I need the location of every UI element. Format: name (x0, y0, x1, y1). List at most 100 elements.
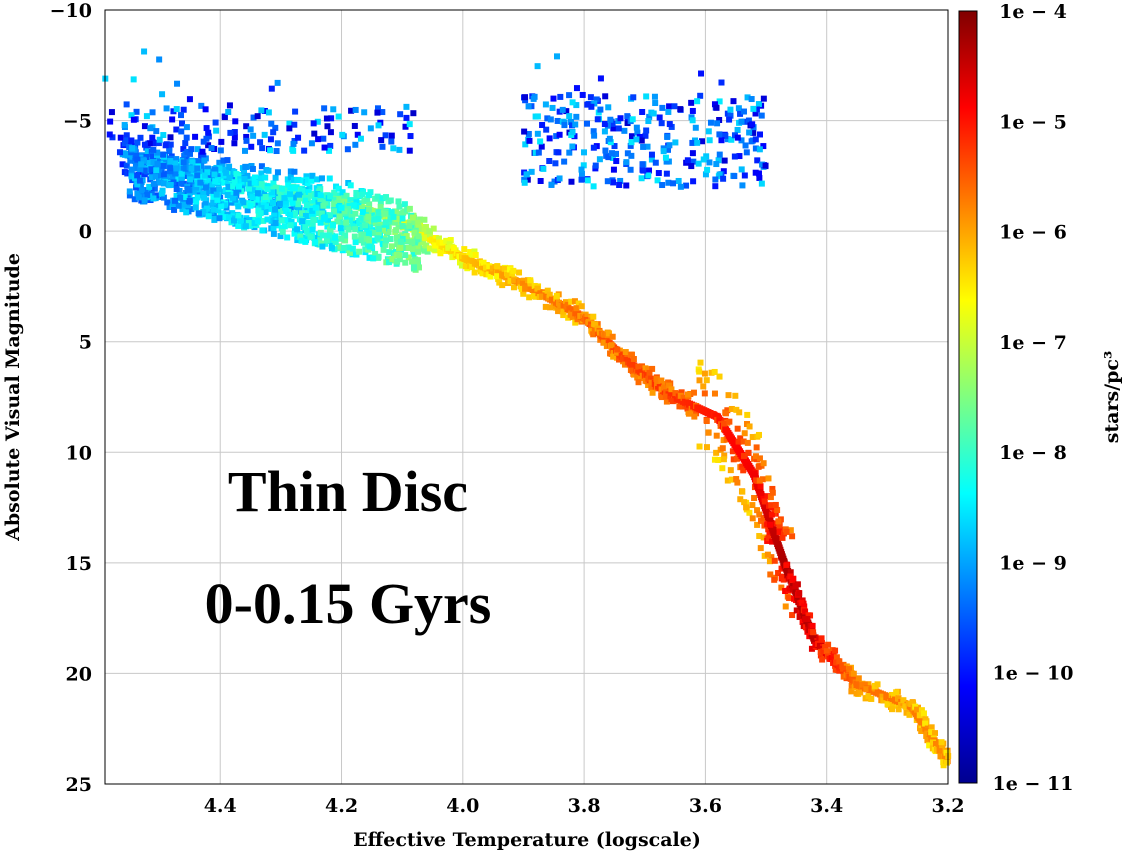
density-cell (578, 303, 585, 310)
density-cell (281, 223, 288, 230)
density-cell (151, 185, 158, 192)
density-cell (338, 220, 345, 227)
density-cell (605, 330, 612, 337)
density-cell (345, 244, 352, 251)
density-cell (375, 254, 382, 261)
density-cell (659, 182, 666, 189)
density-cell (566, 113, 573, 120)
density-cell (210, 199, 217, 206)
density-cell (610, 125, 617, 132)
density-cell (385, 229, 392, 236)
density-cell (212, 119, 219, 126)
density-cell (660, 148, 667, 155)
annotation-population: Thin Disc (228, 459, 468, 524)
density-cell (268, 120, 275, 127)
density-cell (737, 496, 744, 503)
density-cell (605, 154, 612, 161)
density-cell (342, 232, 349, 239)
density-cell (874, 681, 881, 688)
density-cell (776, 529, 783, 536)
density-cell (290, 140, 297, 147)
density-cell (231, 134, 238, 141)
density-cell (379, 195, 386, 202)
density-cell (689, 139, 696, 146)
density-cell (408, 242, 415, 249)
density-cell (406, 121, 413, 128)
density-cell (202, 106, 209, 113)
density-cell (141, 123, 148, 130)
density-cell (760, 460, 767, 467)
density-cell (918, 707, 925, 714)
density-cell (235, 203, 242, 210)
density-cell (403, 114, 410, 121)
density-cell (397, 244, 404, 251)
density-cell (726, 418, 733, 425)
density-cell (270, 230, 277, 237)
density-cell (833, 659, 840, 666)
density-cell (169, 173, 176, 180)
density-cell (649, 365, 656, 372)
density-cell (243, 137, 250, 144)
density-cell (286, 120, 293, 127)
density-cell (457, 259, 464, 266)
density-cell (696, 443, 703, 450)
density-cell (309, 200, 316, 207)
density-cell (590, 313, 597, 320)
density-cell (527, 280, 534, 287)
density-cell (198, 163, 205, 170)
density-cell (501, 265, 508, 272)
density-cell (142, 187, 149, 194)
density-cell (669, 398, 676, 405)
density-cell (323, 237, 330, 244)
density-cell (352, 106, 359, 113)
density-cell (572, 319, 579, 326)
density-cell (590, 183, 597, 190)
density-cell (379, 109, 386, 116)
density-cell (364, 196, 371, 203)
density-cell (760, 534, 767, 541)
density-cell (427, 231, 434, 238)
density-cell (233, 189, 240, 196)
density-cell (542, 101, 549, 108)
density-cell (787, 569, 794, 576)
density-cell (290, 176, 297, 183)
density-cell (270, 180, 277, 187)
density-cell (724, 136, 731, 143)
density-cell (292, 108, 299, 115)
density-cell (818, 635, 825, 642)
density-cell (332, 196, 339, 203)
density-cell (645, 172, 652, 179)
density-cell (160, 162, 167, 169)
density-cell (432, 235, 439, 242)
density-cell (282, 217, 289, 224)
density-cell (374, 235, 381, 242)
density-cell (187, 176, 194, 183)
density-cell (645, 382, 652, 389)
density-cell (174, 80, 181, 87)
density-cell (218, 179, 225, 186)
density-cell (296, 195, 303, 202)
density-cell (711, 368, 718, 375)
density-cell (312, 239, 319, 246)
density-cell (839, 665, 846, 672)
density-cell (754, 521, 761, 528)
density-cell (379, 143, 386, 150)
density-cell (338, 204, 345, 211)
density-cell (169, 116, 176, 123)
density-cell (752, 145, 759, 152)
density-cell (337, 225, 344, 232)
density-cell (591, 100, 598, 107)
density-cell (179, 201, 186, 208)
density-cell (895, 695, 902, 702)
density-cell (323, 115, 330, 122)
density-cell (225, 108, 232, 115)
density-cell (359, 191, 366, 198)
density-cell (184, 185, 191, 192)
density-cell (698, 70, 705, 77)
density-cell (342, 237, 349, 244)
density-cell (220, 157, 227, 164)
density-cell (597, 106, 604, 113)
density-cell (200, 190, 207, 197)
density-cell (557, 93, 564, 100)
density-cell (321, 214, 328, 221)
